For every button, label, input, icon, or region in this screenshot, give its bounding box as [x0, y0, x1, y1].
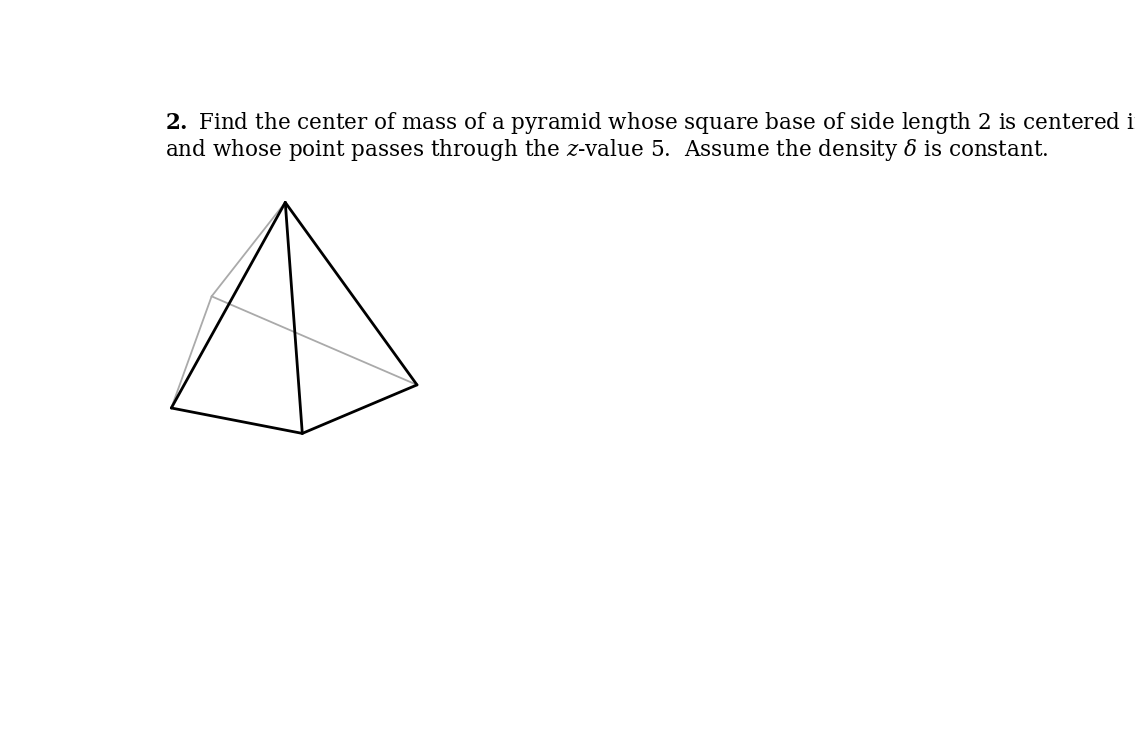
Text: $\bf{2.}$ Find the center of mass of a pyramid whose square base of side length : $\bf{2.}$ Find the center of mass of a p… — [165, 110, 1135, 136]
Text: and whose point passes through the $z$-value 5.  Assume the density $\delta$ is : and whose point passes through the $z$-v… — [165, 137, 1049, 163]
